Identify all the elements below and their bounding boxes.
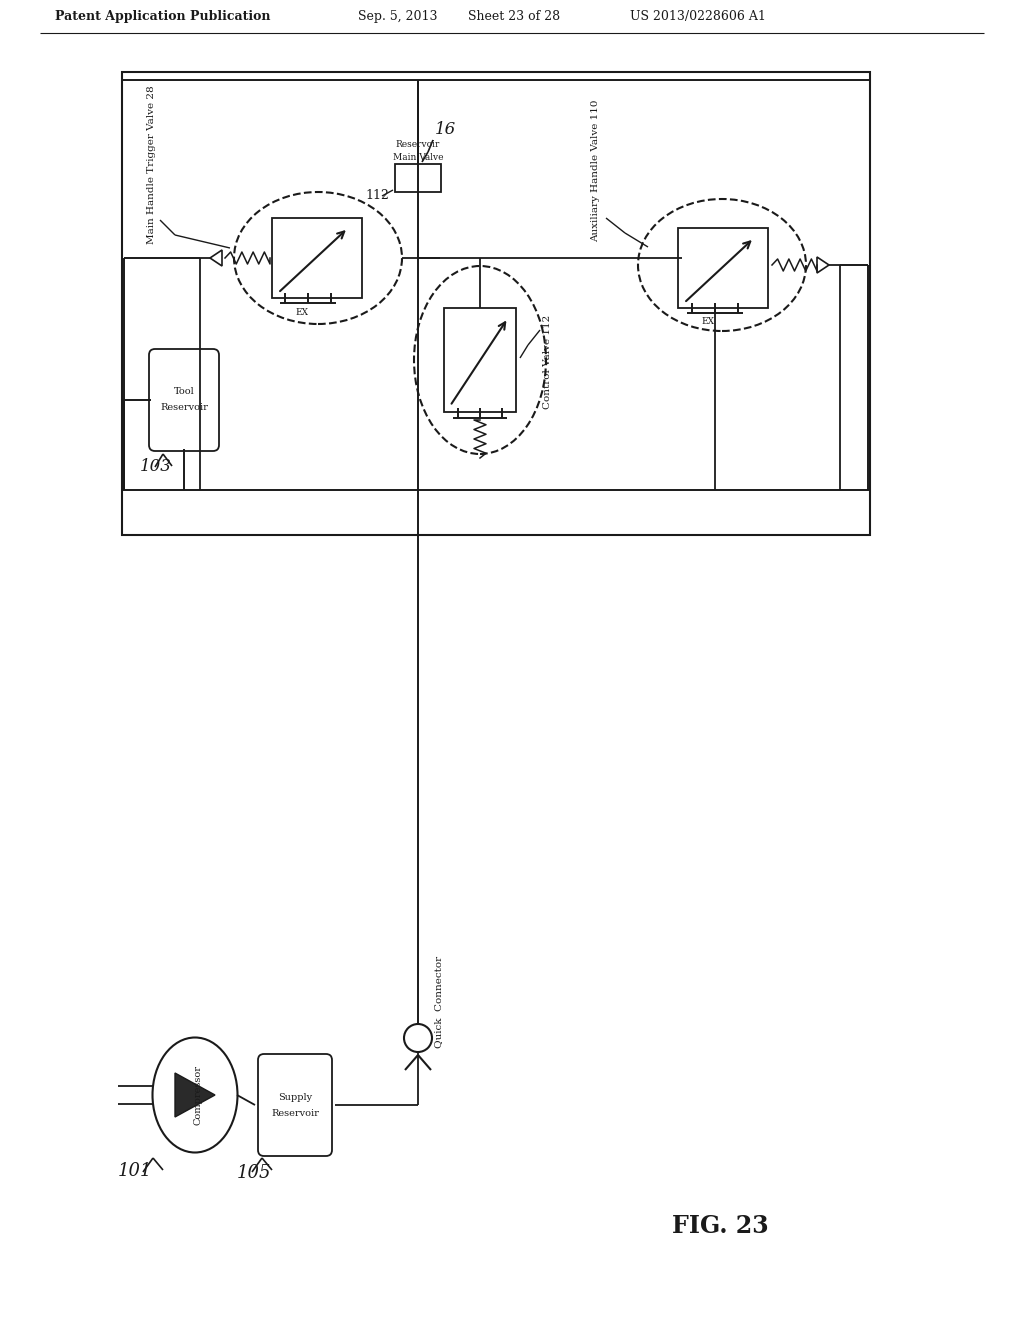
Text: US 2013/0228606 A1: US 2013/0228606 A1 <box>630 11 766 22</box>
Text: Sheet 23 of 28: Sheet 23 of 28 <box>468 11 560 22</box>
FancyBboxPatch shape <box>150 348 219 451</box>
Ellipse shape <box>153 1038 238 1152</box>
Text: Compressor: Compressor <box>194 1065 203 1125</box>
Text: 101: 101 <box>118 1162 153 1180</box>
Text: Main Handle Trigger Valve 28: Main Handle Trigger Valve 28 <box>147 84 157 244</box>
Bar <box>444 308 516 412</box>
Polygon shape <box>175 1073 215 1117</box>
Text: Reservoir: Reservoir <box>271 1109 318 1118</box>
Text: EX: EX <box>701 317 715 326</box>
Text: 103: 103 <box>140 458 172 475</box>
Text: Control Valve 112: Control Valve 112 <box>544 315 553 409</box>
Text: Auxiliary Handle Valve 110: Auxiliary Handle Valve 110 <box>592 100 600 243</box>
Circle shape <box>404 1024 432 1052</box>
Text: 16: 16 <box>435 121 457 139</box>
Text: 112: 112 <box>365 189 389 202</box>
FancyBboxPatch shape <box>258 1053 332 1156</box>
Text: Tool: Tool <box>174 388 195 396</box>
Bar <box>395 164 441 191</box>
Text: Quick  Connector: Quick Connector <box>434 956 443 1048</box>
Bar <box>122 73 870 535</box>
Text: Reservoir: Reservoir <box>396 140 440 149</box>
Text: Reservoir: Reservoir <box>160 404 208 412</box>
Text: Supply: Supply <box>278 1093 312 1101</box>
Text: EX: EX <box>296 308 308 317</box>
Bar <box>272 218 362 298</box>
Text: Patent Application Publication: Patent Application Publication <box>55 11 270 22</box>
Text: Sep. 5, 2013: Sep. 5, 2013 <box>358 11 437 22</box>
Text: FIG. 23: FIG. 23 <box>672 1214 769 1238</box>
Text: Main Valve: Main Valve <box>393 153 443 162</box>
Bar <box>678 228 768 308</box>
Text: 105: 105 <box>237 1164 271 1181</box>
